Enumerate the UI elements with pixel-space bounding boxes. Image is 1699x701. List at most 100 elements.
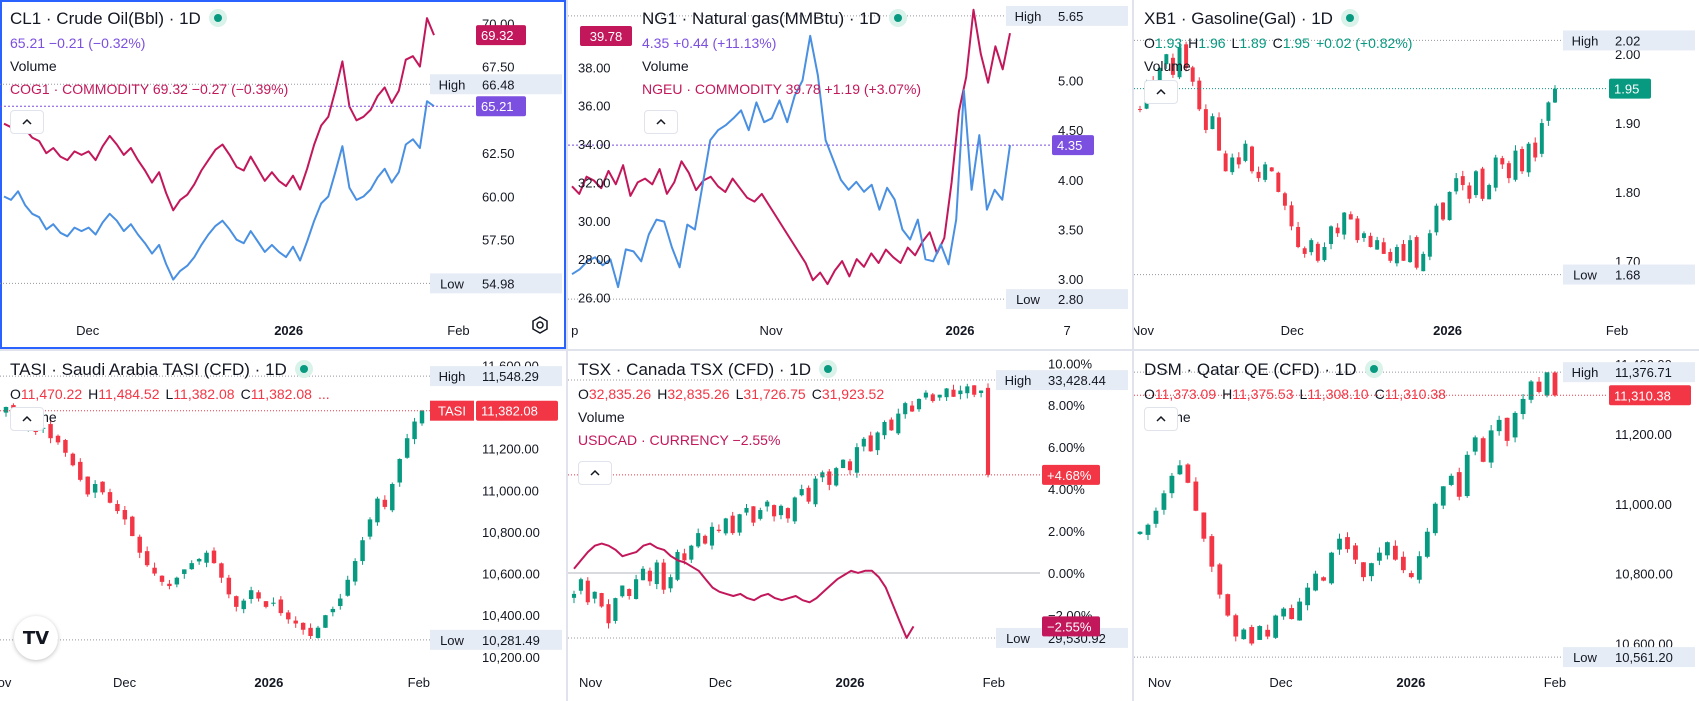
candle[interactable] <box>1460 176 1465 186</box>
candle[interactable] <box>682 553 687 561</box>
candle[interactable] <box>345 579 350 596</box>
candle[interactable] <box>1353 545 1358 560</box>
candle[interactable] <box>585 580 590 603</box>
candle[interactable] <box>1414 237 1419 268</box>
candle[interactable] <box>100 481 105 493</box>
candle[interactable] <box>1269 167 1274 172</box>
candle[interactable] <box>338 598 343 607</box>
candle[interactable] <box>1203 109 1208 130</box>
candle[interactable] <box>92 484 98 493</box>
candle[interactable] <box>130 516 135 537</box>
candle[interactable] <box>972 385 977 395</box>
candle[interactable] <box>647 570 652 582</box>
candle[interactable] <box>1500 158 1505 165</box>
candle[interactable] <box>352 561 358 582</box>
plot-area[interactable]: 10.00%8.00%6.00%4.00%2.00%0.00%−2.00%Nov… <box>568 351 1132 701</box>
candle[interactable] <box>63 440 68 453</box>
collapse-legend-button[interactable] <box>644 110 678 134</box>
candle[interactable] <box>1473 171 1478 196</box>
candle[interactable] <box>1448 475 1454 485</box>
volume-label[interactable]: Volume <box>10 407 366 427</box>
candle[interactable] <box>85 476 90 495</box>
candle[interactable] <box>1546 102 1551 121</box>
volume-label[interactable]: Volume <box>1144 58 1191 74</box>
candle[interactable] <box>196 558 202 562</box>
candle[interactable] <box>167 583 172 587</box>
symbol-title[interactable]: CL1 · Crude Oil(Bbl) · 1D <box>10 8 366 30</box>
candle[interactable] <box>765 501 770 507</box>
candle[interactable] <box>1250 146 1254 172</box>
candle[interactable] <box>979 390 984 393</box>
candle[interactable] <box>1161 493 1167 510</box>
candle[interactable] <box>1533 142 1538 158</box>
candle[interactable] <box>703 535 708 544</box>
candle[interactable] <box>1488 430 1494 463</box>
candle[interactable] <box>1520 149 1525 172</box>
candle[interactable] <box>861 438 866 447</box>
candle[interactable] <box>1233 615 1239 637</box>
candle[interactable] <box>189 563 194 570</box>
candle[interactable] <box>1480 168 1485 199</box>
volume-label[interactable]: Volume <box>1144 407 1499 427</box>
candle[interactable] <box>1520 398 1526 415</box>
candle[interactable] <box>944 388 949 398</box>
candle[interactable] <box>1361 562 1366 578</box>
candle[interactable] <box>1424 531 1430 557</box>
candle[interactable] <box>390 484 395 511</box>
candle[interactable] <box>1329 226 1334 245</box>
candle[interactable] <box>286 612 291 620</box>
plot-area[interactable]: 11,600.0011,400.0011,200.0011,000.0010,8… <box>0 351 566 701</box>
candle[interactable] <box>1408 573 1414 578</box>
collapse-legend-button[interactable] <box>1144 407 1178 431</box>
candle[interactable] <box>613 598 618 621</box>
candle[interactable] <box>1434 205 1439 233</box>
candle[interactable] <box>1368 235 1373 248</box>
symbol-title[interactable]: XB1 · Gasoline(Gal) · 1D <box>1144 8 1499 30</box>
candle[interactable] <box>820 472 825 478</box>
candle[interactable] <box>1209 536 1215 567</box>
candle[interactable] <box>778 505 784 516</box>
candle[interactable] <box>1185 464 1191 483</box>
candle[interactable] <box>1177 47 1182 78</box>
candle[interactable] <box>1536 381 1542 392</box>
candle[interactable] <box>620 585 625 597</box>
candle[interactable] <box>1217 564 1223 595</box>
candle[interactable] <box>1337 538 1342 550</box>
candle[interactable] <box>1329 552 1334 584</box>
candle[interactable] <box>1345 537 1350 550</box>
candle[interactable] <box>315 627 321 638</box>
candle[interactable] <box>1289 205 1294 227</box>
candle[interactable] <box>903 403 908 415</box>
candle[interactable] <box>1361 233 1366 238</box>
candle[interactable] <box>55 435 61 443</box>
plot-area[interactable]: 5.00 4.50 4.00 3.50 3.00 38.00 36.00 34.00 32.00… <box>568 0 1132 349</box>
candle[interactable] <box>323 615 328 628</box>
settings-gear-icon[interactable] <box>530 315 550 335</box>
candle[interactable] <box>1177 465 1183 475</box>
candle[interactable] <box>1375 240 1380 250</box>
candle[interactable] <box>1184 44 1189 68</box>
candle[interactable] <box>799 489 804 496</box>
candle[interactable] <box>1526 143 1531 173</box>
candle[interactable] <box>772 505 777 517</box>
candle[interactable] <box>868 435 873 452</box>
candle[interactable] <box>1309 240 1314 253</box>
candle[interactable] <box>758 510 763 519</box>
candle[interactable] <box>806 487 811 502</box>
candle[interactable] <box>1394 247 1399 264</box>
candle[interactable] <box>3 406 9 413</box>
candle[interactable] <box>263 601 269 607</box>
candle[interactable] <box>308 627 313 637</box>
candle[interactable] <box>882 421 887 436</box>
candle[interactable] <box>159 575 165 582</box>
candle[interactable] <box>107 492 113 503</box>
candle[interactable] <box>696 533 701 547</box>
candle[interactable] <box>78 461 83 480</box>
candle[interactable] <box>937 394 942 398</box>
candle[interactable] <box>675 551 680 580</box>
candle[interactable] <box>1401 244 1406 261</box>
candle[interactable] <box>709 526 715 546</box>
chart-pane-tsx[interactable]: 10.00% 8.00% 6.00% 4.00% 2.00% 0.00% −2.00% Nov… <box>568 351 1132 701</box>
collapse-legend-button[interactable] <box>578 461 612 485</box>
